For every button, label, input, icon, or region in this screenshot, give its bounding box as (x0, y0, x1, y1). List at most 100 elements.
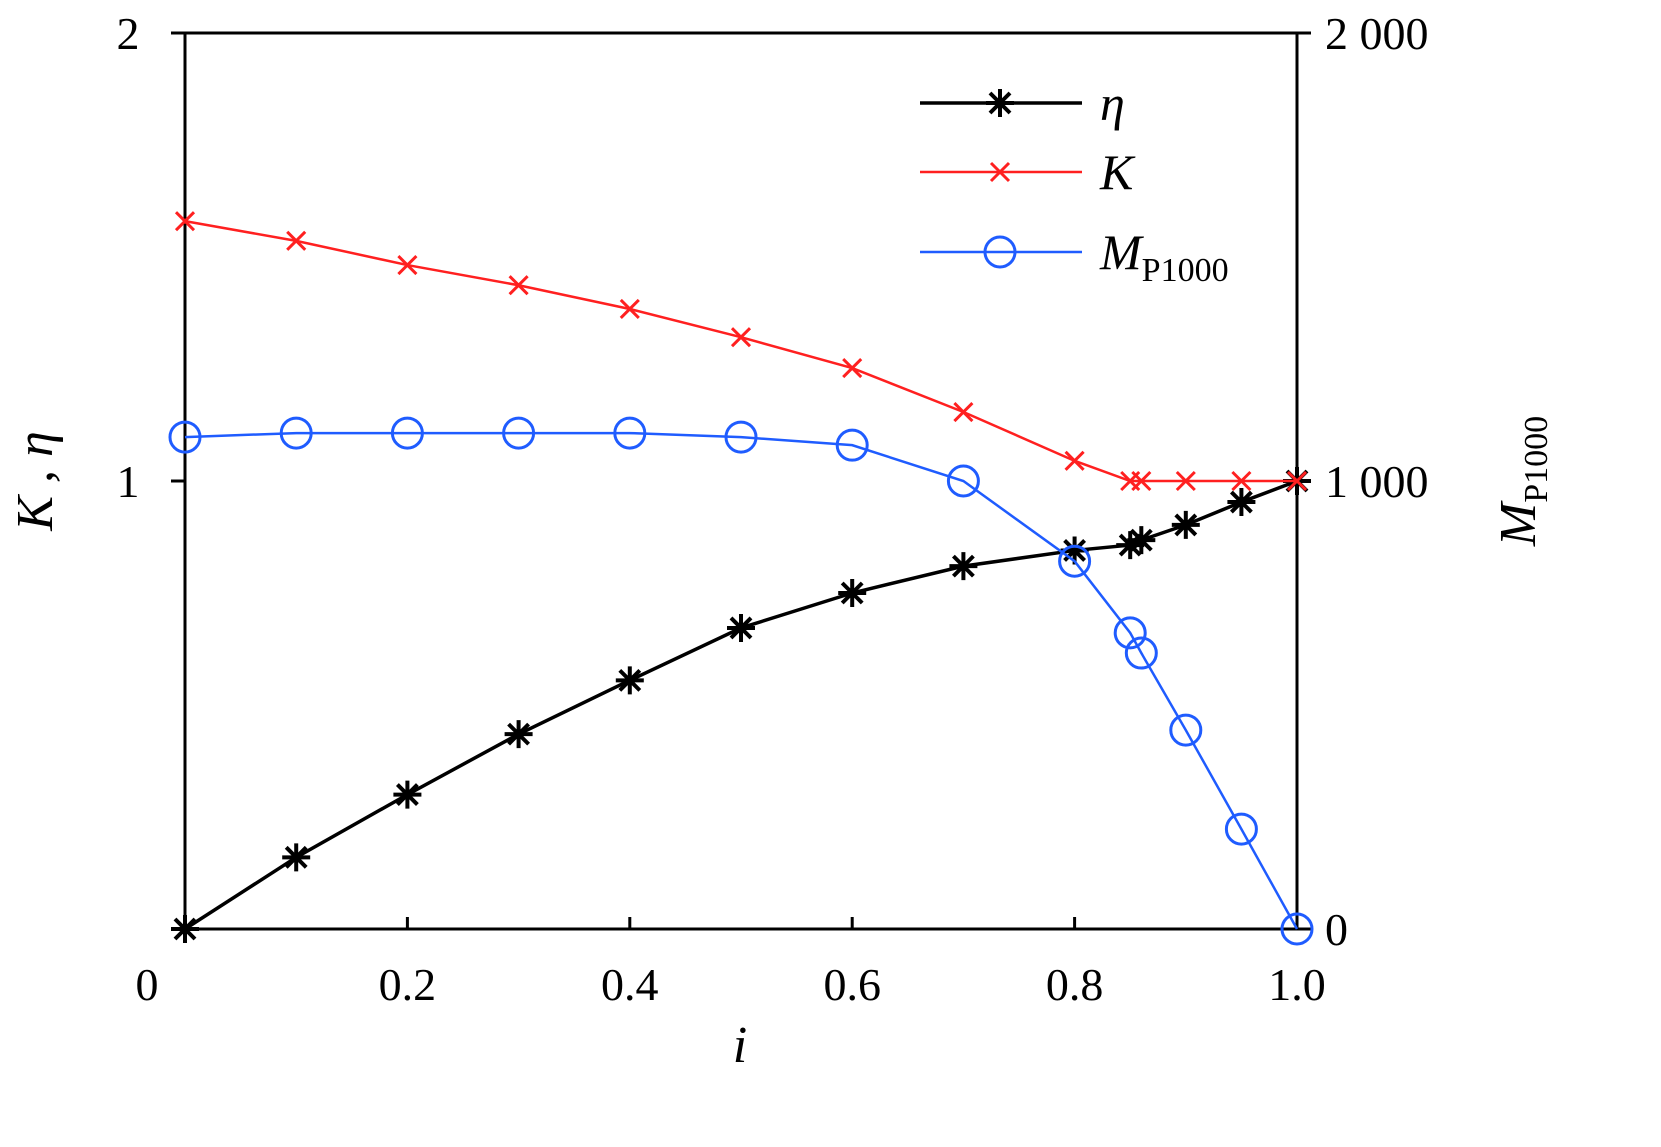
x-tick-label: 1.0 (1268, 959, 1326, 1010)
circle-shape (835, 428, 869, 462)
x-tick-label: 0 (136, 959, 159, 1010)
x-marker (1064, 450, 1085, 471)
x-tick-label: 0.8 (1046, 959, 1104, 1010)
circle-marker (168, 420, 202, 454)
legend-label: MP1000 (1099, 224, 1229, 289)
x-marker (1131, 470, 1152, 492)
asterisk-marker (1227, 488, 1256, 517)
circle-shape (1124, 636, 1158, 670)
circle-shape (724, 420, 758, 454)
asterisk-shape (1227, 488, 1256, 517)
asterisk-marker (986, 89, 1014, 117)
asterisk-marker (949, 552, 978, 581)
x-marker (1231, 470, 1252, 492)
series-line (184, 431, 1299, 930)
circle-marker (1280, 912, 1314, 946)
x-marker (989, 161, 1011, 183)
x-shape (174, 211, 196, 232)
x-shape (286, 230, 307, 251)
circle-shape (983, 235, 1017, 269)
x-marker (174, 211, 196, 232)
circle-shape (946, 464, 980, 498)
y-axis-right-label: MP1000 (1490, 416, 1555, 547)
asterisk-marker (393, 780, 422, 809)
asterisk-marker (171, 915, 199, 943)
x-marker (1175, 470, 1196, 492)
legend-label-sub: P1000 (1142, 252, 1229, 289)
asterisk-marker (282, 843, 311, 872)
asterisk-marker (1171, 510, 1200, 539)
asterisk-shape (393, 780, 422, 809)
circle-marker (502, 416, 536, 450)
circle-shape (1058, 544, 1092, 578)
asterisk-shape (171, 915, 199, 943)
x-marker (397, 255, 418, 276)
legend-label-main: M (1099, 224, 1144, 280)
circle-marker (724, 420, 758, 454)
circle-marker (613, 416, 647, 450)
series-asterisk (171, 467, 1311, 943)
asterisk-shape (1127, 526, 1156, 555)
x-marker (286, 230, 307, 251)
x-tick-label: 0.2 (379, 959, 437, 1010)
asterisk-shape (1116, 531, 1145, 560)
circle-marker (1058, 544, 1092, 578)
x-shape (1131, 470, 1152, 492)
circle-shape (168, 420, 202, 454)
x-shape (953, 401, 974, 423)
y-left-tick-label: 2 (117, 8, 140, 59)
asterisk-marker (1127, 526, 1156, 555)
x-marker (1286, 470, 1308, 492)
asterisk-shape (615, 666, 644, 695)
legend-entry: MP1000 (920, 224, 1229, 289)
x-marker (619, 298, 640, 320)
circle-marker (1113, 616, 1147, 650)
series-line (184, 219, 1297, 483)
circle-marker (279, 416, 313, 450)
asterisk-shape (1171, 510, 1200, 539)
y-axis-left-label: K , η (7, 431, 64, 531)
x-shape (989, 161, 1011, 183)
asterisk-shape (282, 843, 311, 872)
x-tick-label: 0.6 (823, 959, 881, 1010)
asterisk-marker (838, 579, 867, 607)
x-shape (397, 255, 418, 276)
circle-shape (613, 416, 647, 450)
asterisk-shape (949, 552, 978, 581)
circle-shape (1280, 912, 1314, 946)
asterisk-marker (727, 613, 755, 642)
asterisk-shape (1060, 536, 1089, 565)
series-line (184, 479, 1298, 931)
y-right-tick-label: 1 000 (1325, 456, 1429, 507)
asterisk-shape (727, 613, 755, 642)
y-axis-right-label-sub: P1000 (1518, 416, 1555, 503)
asterisk-shape (838, 579, 867, 607)
y-right-tick-label: 2 000 (1325, 8, 1429, 59)
circle-marker (1124, 636, 1158, 670)
asterisk-shape (986, 89, 1014, 117)
legend-label-main: η (1100, 75, 1125, 131)
legend-label: K (1099, 144, 1136, 200)
legend-label-main: K (1099, 144, 1136, 200)
legend-entry: η (920, 75, 1125, 131)
x-shape (619, 298, 640, 320)
x-tick-label: 0.4 (601, 959, 659, 1010)
circle-shape (502, 416, 536, 450)
circle-marker (983, 235, 1017, 269)
circle-shape (279, 416, 313, 450)
asterisk-marker (1060, 536, 1089, 565)
asterisk-marker (1116, 531, 1145, 560)
legend-label: η (1100, 75, 1125, 131)
x-marker (953, 401, 974, 423)
x-marker (842, 358, 863, 379)
asterisk-marker (615, 666, 644, 695)
x-shape (1175, 470, 1196, 492)
circle-shape (390, 416, 424, 450)
series-circle (168, 416, 1314, 946)
x-shape (1231, 470, 1252, 492)
circle-shape (1113, 616, 1147, 650)
y-axis-right-label-main: M (1490, 500, 1547, 547)
circle-marker (1169, 713, 1203, 747)
